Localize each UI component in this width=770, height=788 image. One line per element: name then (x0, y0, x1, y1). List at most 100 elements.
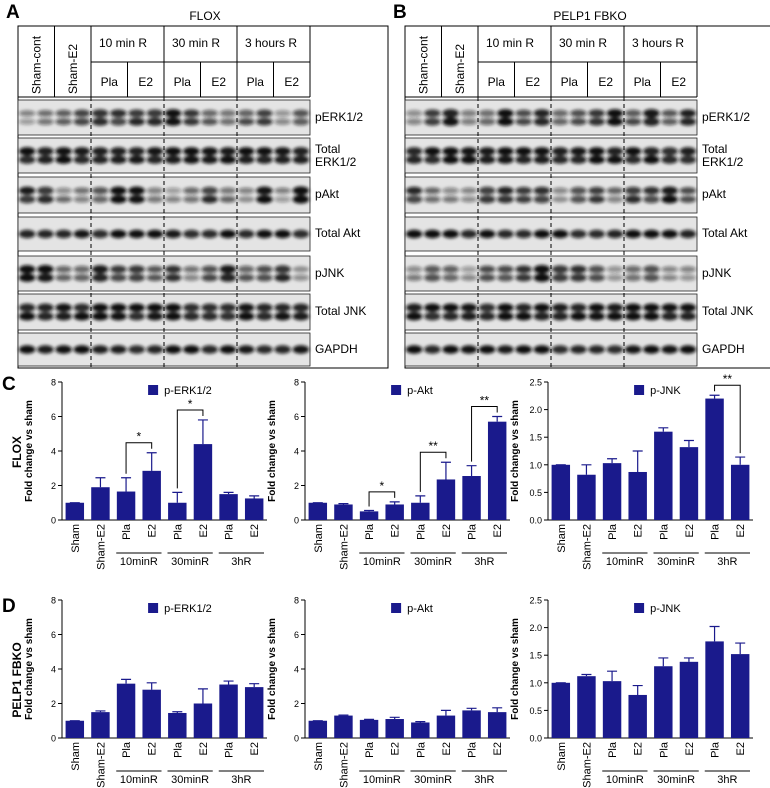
band (292, 117, 310, 126)
band (442, 147, 459, 156)
band (497, 109, 514, 118)
x-tick-label: E2 (147, 742, 159, 755)
legend-swatch (148, 603, 159, 613)
band (146, 229, 164, 239)
band (237, 312, 255, 321)
row-label: Total JNK (315, 304, 367, 318)
sub-label: E2 (671, 75, 686, 89)
significance-label: ** (480, 394, 490, 408)
error-bar (607, 458, 618, 464)
band (18, 265, 36, 274)
band (643, 195, 660, 204)
bands (18, 109, 310, 126)
band (183, 229, 200, 239)
y-tick-label: 0 (51, 734, 56, 744)
band (164, 345, 182, 354)
error-bar (658, 657, 669, 667)
bands (18, 303, 310, 321)
band (606, 274, 624, 281)
x-tick-label: E2 (390, 524, 402, 537)
band (146, 345, 164, 354)
band (424, 303, 441, 312)
band (515, 273, 532, 282)
band (18, 110, 36, 117)
band (274, 345, 291, 354)
band (91, 312, 109, 321)
band (128, 155, 145, 164)
band (533, 155, 551, 164)
band (146, 117, 164, 126)
band (515, 186, 532, 195)
band (37, 109, 54, 117)
band (424, 117, 441, 126)
bar (730, 464, 750, 520)
legend-label: p-Akt (407, 385, 433, 397)
x-tick-label: Pla (172, 523, 184, 540)
band (219, 147, 237, 156)
error-bar (492, 707, 503, 713)
y-axis-label: Fold change vs sham (510, 400, 521, 502)
band (624, 195, 642, 204)
band (551, 273, 569, 282)
bar (359, 719, 379, 738)
bar (462, 710, 481, 738)
bar (308, 720, 328, 738)
error-bar (683, 439, 694, 448)
y-tick-label: 1.5 (529, 651, 542, 661)
band (643, 303, 660, 312)
significance-label: ** (723, 372, 733, 386)
band (18, 345, 36, 354)
band (570, 265, 587, 274)
band (424, 345, 441, 354)
band (533, 303, 551, 312)
error-bar (121, 678, 132, 684)
band (55, 274, 72, 282)
band (110, 345, 127, 354)
x-tick-label: Sham-E2 (95, 742, 107, 788)
band (219, 109, 237, 117)
band (679, 312, 697, 321)
band (551, 229, 569, 239)
band (55, 118, 72, 126)
band (679, 195, 697, 203)
band (679, 345, 697, 354)
band (237, 303, 255, 312)
y-tick-label: 2 (51, 481, 56, 491)
band (497, 155, 514, 164)
band (606, 229, 624, 239)
band (201, 265, 218, 273)
band (460, 187, 478, 194)
band (219, 265, 237, 274)
x-tick-label: E2 (735, 742, 747, 755)
band (515, 229, 532, 239)
band (37, 147, 54, 156)
band (460, 118, 478, 126)
legend-swatch (391, 603, 402, 613)
band (588, 195, 605, 204)
band (128, 109, 145, 118)
bar (142, 689, 161, 738)
error-bar (632, 684, 643, 695)
group-label: 10minR (606, 556, 644, 568)
band (460, 266, 478, 273)
error-bar (172, 711, 183, 713)
band (624, 118, 642, 126)
column-label: 30 min R (172, 36, 220, 50)
band (551, 196, 569, 203)
bar (308, 502, 328, 520)
band (164, 265, 182, 274)
error-bar (121, 477, 132, 492)
y-tick-label: 8 (294, 596, 299, 606)
band (183, 265, 200, 273)
band (497, 186, 514, 195)
band (442, 303, 459, 312)
row-label: pAkt (702, 187, 727, 201)
bar (168, 712, 187, 738)
band (274, 265, 291, 274)
band (146, 312, 164, 321)
band (551, 187, 569, 194)
band (478, 274, 496, 282)
band (478, 186, 496, 195)
band (55, 345, 72, 354)
